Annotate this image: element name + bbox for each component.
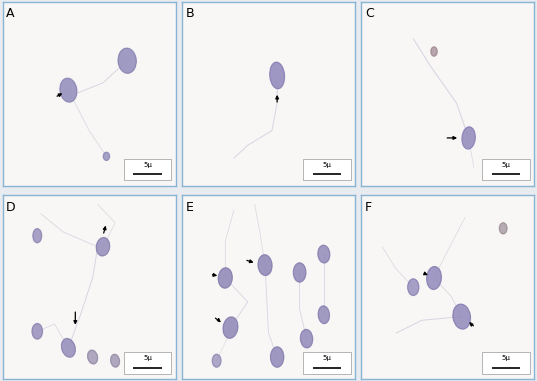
FancyBboxPatch shape — [124, 159, 171, 180]
Text: C: C — [365, 7, 374, 21]
Ellipse shape — [427, 267, 441, 289]
Ellipse shape — [270, 62, 285, 89]
FancyBboxPatch shape — [303, 159, 351, 180]
Ellipse shape — [33, 229, 41, 243]
Ellipse shape — [318, 306, 329, 323]
Ellipse shape — [32, 323, 42, 339]
FancyBboxPatch shape — [482, 159, 530, 180]
Text: 5μ: 5μ — [143, 355, 152, 361]
Ellipse shape — [271, 347, 284, 367]
Text: F: F — [365, 201, 372, 214]
Text: 5μ: 5μ — [502, 162, 511, 168]
Ellipse shape — [219, 268, 232, 288]
Text: 5μ: 5μ — [322, 162, 331, 168]
Ellipse shape — [103, 152, 110, 160]
Ellipse shape — [408, 279, 419, 295]
Ellipse shape — [62, 339, 75, 357]
Ellipse shape — [88, 350, 98, 364]
Text: B: B — [185, 7, 194, 21]
Ellipse shape — [223, 317, 238, 338]
Ellipse shape — [258, 255, 272, 275]
Ellipse shape — [111, 354, 119, 367]
FancyBboxPatch shape — [303, 352, 351, 374]
Text: E: E — [185, 201, 193, 214]
Text: 5μ: 5μ — [322, 355, 331, 361]
Text: A: A — [6, 7, 14, 21]
Ellipse shape — [96, 238, 110, 256]
Ellipse shape — [293, 263, 306, 282]
Text: 5μ: 5μ — [143, 162, 152, 168]
Ellipse shape — [499, 223, 507, 234]
Ellipse shape — [453, 304, 470, 329]
Ellipse shape — [318, 245, 330, 263]
Ellipse shape — [431, 47, 437, 56]
FancyBboxPatch shape — [482, 352, 530, 374]
FancyBboxPatch shape — [124, 352, 171, 374]
Ellipse shape — [301, 330, 313, 348]
Ellipse shape — [60, 78, 77, 102]
Ellipse shape — [212, 354, 221, 367]
Text: 5μ: 5μ — [502, 355, 511, 361]
Text: D: D — [6, 201, 16, 214]
Ellipse shape — [118, 48, 136, 73]
Ellipse shape — [462, 127, 475, 149]
